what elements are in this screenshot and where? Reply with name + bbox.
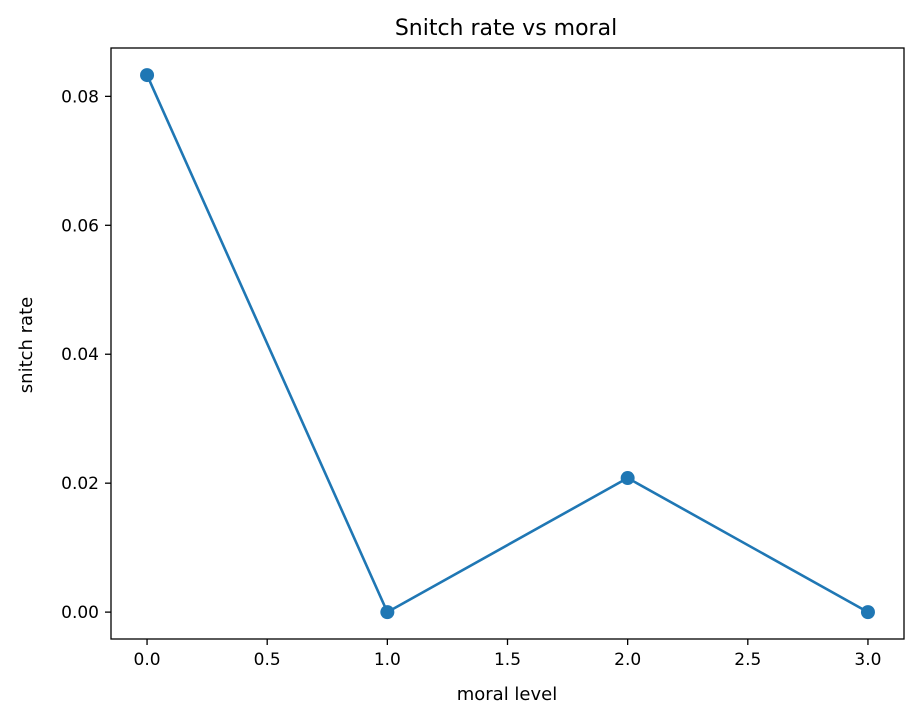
- data-point: [620, 471, 635, 486]
- plot-frame: [110, 47, 905, 640]
- y-tick-label: 0.06: [61, 216, 99, 236]
- y-axis-label: snitch rate: [16, 297, 37, 393]
- x-tick-label: 1.5: [494, 650, 521, 670]
- x-axis: 0.0 0.5 1.0 1.5 2.0 2.5 3.0: [134, 639, 881, 670]
- x-tick-label: 3.0: [854, 650, 881, 670]
- x-tick-label: 0.0: [134, 650, 161, 670]
- y-axis: 0.00 0.02 0.04 0.06 0.08: [61, 87, 111, 623]
- x-axis-label: moral level: [457, 684, 558, 705]
- series-layer: [140, 68, 875, 620]
- y-tick-label: 0.08: [61, 87, 99, 107]
- x-tick-label: 1.0: [374, 650, 401, 670]
- x-tick-label: 2.0: [614, 650, 641, 670]
- data-point: [860, 605, 875, 620]
- y-tick-label: 0.04: [61, 345, 99, 365]
- series-line: [145, 74, 869, 614]
- y-tick-label: 0.02: [61, 474, 99, 494]
- data-point: [140, 68, 155, 83]
- data-point: [380, 605, 395, 620]
- x-tick-label: 0.5: [254, 650, 281, 670]
- x-tick-label: 2.5: [734, 650, 761, 670]
- chart-title: Snitch rate vs moral: [395, 16, 617, 41]
- y-tick-label: 0.00: [61, 603, 99, 623]
